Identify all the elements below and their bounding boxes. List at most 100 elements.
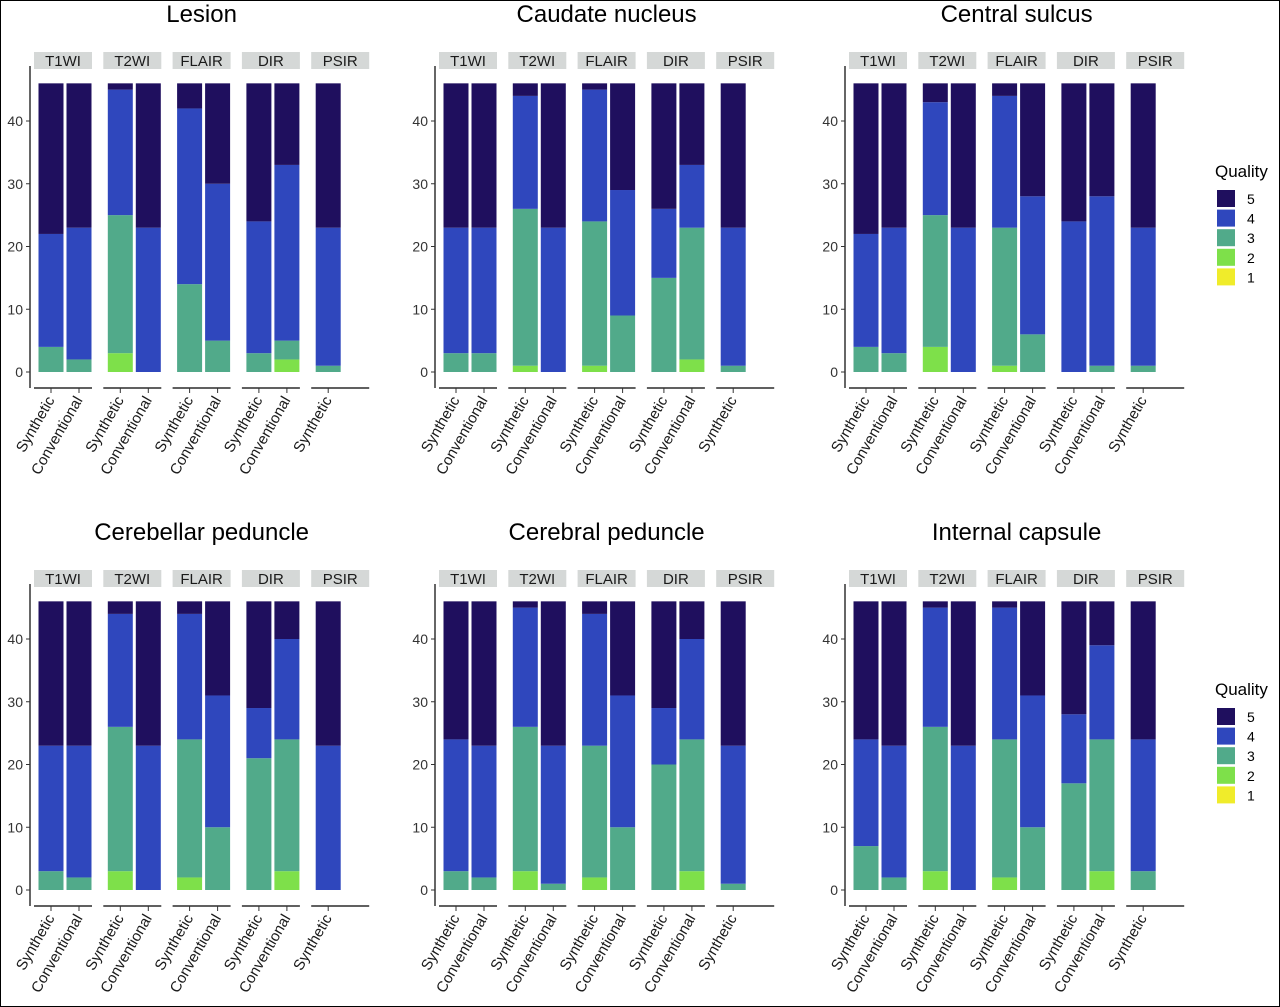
y-tick-label: 20: [7, 757, 23, 773]
bar-segment-quality-4: [950, 745, 976, 890]
bar-segment-quality-4: [881, 227, 907, 354]
bar-segment-quality-2: [582, 365, 608, 372]
bar-segment-quality-3: [853, 346, 879, 372]
bar-segment-quality-4: [107, 89, 133, 216]
facet-strip: [577, 570, 636, 587]
y-tick-label: 0: [420, 882, 428, 898]
facet-strip-label: T2WI: [929, 53, 965, 70]
facet-strip-label: T2WI: [519, 53, 555, 70]
facet-strip-label: PSIR: [323, 571, 358, 588]
bar-segment-quality-4: [992, 95, 1018, 228]
bar-segment-quality-4: [274, 639, 300, 740]
bar-segment-quality-3: [1089, 365, 1115, 372]
y-tick-label: 10: [7, 819, 23, 835]
bar-segment-quality-3: [1089, 739, 1115, 872]
bar-segment-quality-5: [135, 83, 161, 228]
bar-segment-quality-3: [512, 208, 538, 366]
bar-segment-quality-2: [922, 871, 948, 890]
legend-1: Quality 5 4 3 2 1: [1215, 162, 1268, 286]
legend-swatch-5: [1217, 708, 1235, 725]
legend-2: Quality 5 4 3 2 1: [1215, 680, 1268, 804]
legend-swatch-2: [1217, 248, 1235, 266]
legend-label: 3: [1247, 230, 1255, 246]
bar-segment-quality-2: [512, 365, 538, 372]
facet-strip-label: DIR: [1073, 53, 1099, 70]
bar-segment-quality-5: [610, 601, 636, 696]
bar-segment-quality-4: [38, 233, 64, 347]
bar-segment-quality-4: [582, 89, 608, 222]
y-tick-label: 30: [7, 694, 23, 710]
y-tick-label: 40: [822, 113, 838, 129]
bar-segment-quality-4: [582, 613, 608, 746]
bar-segment-quality-3: [1130, 871, 1156, 890]
facet-strip: [646, 570, 705, 587]
facet-strip-label: PSIR: [728, 53, 763, 70]
y-tick-label: 10: [822, 301, 838, 317]
bar-segment-quality-3: [66, 877, 92, 890]
y-tick-label: 40: [7, 631, 23, 647]
bar-segment-quality-4: [922, 102, 948, 216]
facet-strip: [172, 52, 231, 69]
y-tick-label: 20: [822, 239, 838, 255]
facet-strip-label: PSIR: [323, 53, 358, 70]
bar-segment-quality-4: [315, 227, 341, 366]
facet-strip: [716, 570, 775, 587]
bar-segment-quality-5: [205, 83, 231, 184]
bar-segment-quality-5: [1130, 601, 1156, 740]
facet-strip: [849, 52, 907, 69]
bar-segment-quality-2: [992, 877, 1018, 890]
bar-segment-quality-4: [66, 227, 92, 360]
bar-segment-quality-5: [610, 83, 636, 191]
facet-strip-label: DIR: [663, 571, 689, 588]
bar-segment-quality-3: [205, 340, 231, 372]
facet-strip-label: FLAIR: [585, 53, 628, 70]
facet-strip: [439, 52, 497, 69]
bar-segment-quality-5: [107, 83, 133, 90]
bar-segment-quality-5: [512, 601, 538, 608]
legend-label: 5: [1247, 709, 1255, 725]
bar-segment-quality-5: [651, 83, 677, 209]
bar-segment-quality-5: [679, 83, 705, 165]
legend-label: 2: [1247, 768, 1255, 784]
bar-segment-quality-3: [651, 277, 677, 372]
bar-segment-quality-3: [992, 739, 1018, 878]
legend-swatch-4: [1217, 727, 1235, 745]
facet-strip: [508, 52, 567, 69]
bar-segment-quality-4: [443, 227, 469, 354]
facet-strip-label: T2WI: [929, 571, 965, 588]
bar-segment-quality-3: [679, 227, 705, 360]
bar-segment-quality-5: [950, 83, 976, 228]
bar-segment-quality-5: [66, 83, 92, 228]
bar-segment-quality-5: [651, 601, 677, 709]
bar-segment-quality-2: [107, 871, 133, 890]
legend-swatch-5: [1217, 190, 1235, 207]
bar-segment-quality-4: [246, 708, 272, 759]
bar-segment-quality-2: [1089, 871, 1115, 890]
bar-segment-quality-4: [1130, 739, 1156, 872]
bar-segment-quality-5: [922, 83, 948, 103]
y-tick-label: 30: [7, 176, 23, 192]
bar-segment-quality-5: [720, 83, 746, 228]
legend-swatch-2: [1217, 766, 1235, 784]
bar-segment-quality-4: [651, 708, 677, 765]
facet-strip-label: T1WI: [860, 53, 896, 70]
bar-segment-quality-5: [881, 83, 907, 228]
bar-segment-quality-3: [651, 764, 677, 890]
bar-segment-quality-4: [610, 695, 636, 828]
facet-strip-label: PSIR: [1138, 571, 1173, 588]
bar-segment-quality-4: [679, 639, 705, 740]
bar-segment-quality-3: [610, 827, 636, 890]
bar-segment-quality-2: [274, 359, 300, 372]
facet-strip: [1056, 52, 1115, 69]
y-tick-label: 20: [412, 757, 428, 773]
facet-strip-label: T1WI: [450, 571, 486, 588]
panel-title: Central sulcus: [941, 1, 1093, 28]
bar-segment-quality-5: [950, 601, 976, 746]
bar-segment-quality-3: [582, 221, 608, 366]
